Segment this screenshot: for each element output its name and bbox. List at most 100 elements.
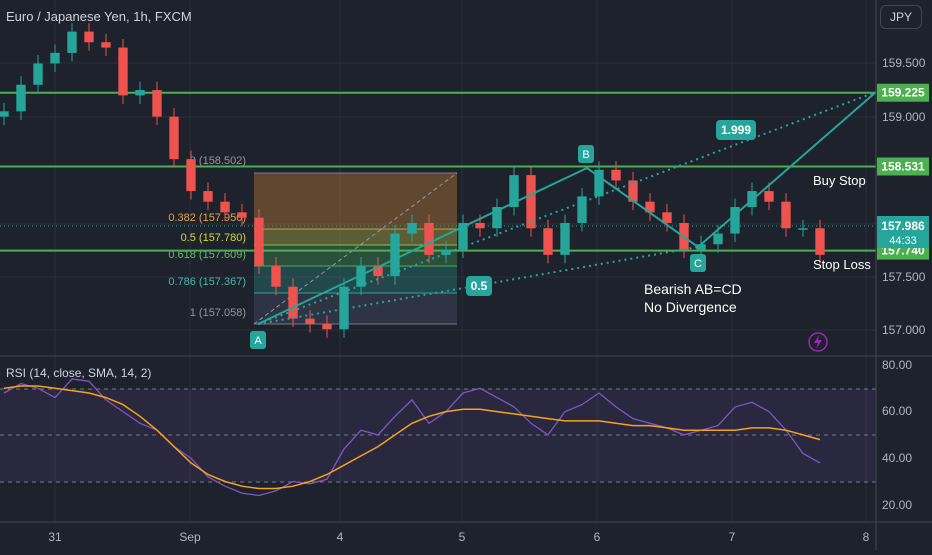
candle-body (271, 265, 281, 287)
last-price-value: 157.986 (881, 219, 925, 233)
time-axis[interactable]: 31 Sep 4 5 6 7 8 (48, 530, 869, 544)
candle-body (492, 207, 502, 229)
candle-body (543, 228, 553, 255)
price-axis-tick: 159.500 (882, 56, 926, 70)
grid (0, 0, 876, 522)
rsi-axis[interactable]: 80.00 60.00 40.00 20.00 (882, 358, 912, 512)
time-axis-tick: 5 (459, 530, 466, 544)
fib-label-5: 0.5 (157.780) (181, 232, 246, 244)
fib-trend-line (253, 172, 458, 325)
fib-zone-382-5 (254, 229, 457, 245)
candle-body (118, 47, 128, 96)
buy-stop-label: Buy Stop (813, 173, 866, 188)
price-axis-tick: 157.000 (882, 323, 926, 337)
rsi-axis-tick: 40.00 (882, 451, 912, 465)
candle-body (424, 222, 434, 255)
level-tag-value-1: 158.531 (881, 160, 925, 174)
ratio-label-1999: 1.999 (721, 123, 751, 137)
candle-body (339, 286, 349, 330)
lightning-icon[interactable] (808, 332, 828, 352)
fib-label-1: 1 (157.058) (190, 307, 246, 319)
time-axis-tick: 8 (863, 530, 870, 544)
time-axis-tick: 7 (729, 530, 736, 544)
time-axis-tick: 6 (594, 530, 601, 544)
rsi-line (3, 378, 821, 497)
abcd-pattern[interactable]: A B C 1.999 0.5 (250, 91, 877, 349)
candle-body (458, 222, 468, 250)
candle-body (0, 111, 9, 117)
divergence-annotation: No Divergence (644, 299, 737, 315)
stop-loss-label: Stop Loss (813, 257, 871, 272)
candle-body (220, 201, 230, 213)
candle-body (577, 196, 587, 223)
candle-body (645, 201, 655, 213)
candle-body (662, 212, 672, 223)
candle-body (441, 249, 451, 255)
candle-body (203, 191, 213, 202)
rsi-axis-tick: 60.00 (882, 404, 912, 418)
rsi-indicator-title[interactable]: RSI (14, close, SMA, 14, 2) (6, 366, 152, 380)
candle-body (390, 233, 400, 277)
fib-label-382: 0.382 (157.950) (168, 212, 246, 224)
last-price-tag: 157.986 44:33 (877, 216, 929, 248)
point-b-badge (578, 145, 594, 163)
candle-body (67, 31, 77, 53)
candle-body (288, 286, 298, 319)
fib-zone-786-1 (254, 293, 457, 324)
candle-body (594, 169, 604, 197)
candle-body (764, 191, 774, 202)
candle-body (475, 222, 485, 229)
level-tag-1 (877, 157, 929, 176)
candle-body (169, 116, 179, 160)
candle-body (509, 175, 519, 208)
candle-body (560, 222, 570, 255)
candle-body (101, 42, 111, 48)
candle-body (84, 31, 94, 43)
countdown: 44:33 (889, 235, 917, 247)
rsi-axis-tick: 20.00 (882, 498, 912, 512)
candle-body (781, 201, 791, 229)
fib-zone-618-786 (254, 266, 457, 293)
rsi-pane (0, 378, 876, 497)
fib-label-0: 0 (158.502) (190, 155, 246, 167)
candle-body (305, 318, 315, 324)
symbol-title[interactable]: Euro / Japanese Yen, 1h, FXCM (6, 9, 192, 24)
candle-body (798, 228, 808, 230)
candle-body (526, 175, 536, 229)
candle-body (407, 222, 417, 234)
point-a-label: A (254, 335, 262, 347)
candle-body (237, 212, 247, 218)
candle-body (322, 323, 332, 330)
time-axis-tick: 4 (337, 530, 344, 544)
ratio-badge-1999 (716, 120, 756, 140)
rsi-sma-line (3, 385, 821, 490)
candle-body (135, 90, 145, 96)
pattern-annotation: Bearish AB=CD (644, 281, 742, 297)
time-axis-tick: 31 (48, 530, 62, 544)
candle-body (152, 90, 162, 117)
candle-body (50, 52, 60, 64)
candle-body (611, 169, 621, 181)
abcd-legs (257, 91, 877, 325)
horizontal-levels (0, 91, 876, 252)
level-tag-value-0: 159.225 (881, 86, 925, 100)
candle-body (815, 228, 825, 255)
level-tag-0 (877, 83, 929, 102)
point-c-badge (690, 254, 706, 272)
point-a-badge (250, 331, 266, 349)
price-axis[interactable]: 159.500 159.000 157.500 157.000 (882, 56, 926, 337)
candle-body (254, 217, 264, 266)
candle-body (730, 207, 740, 234)
candle-body (696, 244, 706, 250)
ratio-label-05: 0.5 (471, 279, 488, 293)
candle-body (33, 63, 43, 85)
ratio-badge-05 (466, 276, 492, 296)
candle-body (186, 159, 196, 192)
time-axis-tick: Sep (179, 530, 201, 544)
price-axis-tick: 159.000 (882, 110, 926, 124)
rsi-axis-tick: 80.00 (882, 358, 912, 372)
currency-button[interactable]: JPY (880, 5, 922, 29)
point-b-label: B (582, 149, 589, 161)
